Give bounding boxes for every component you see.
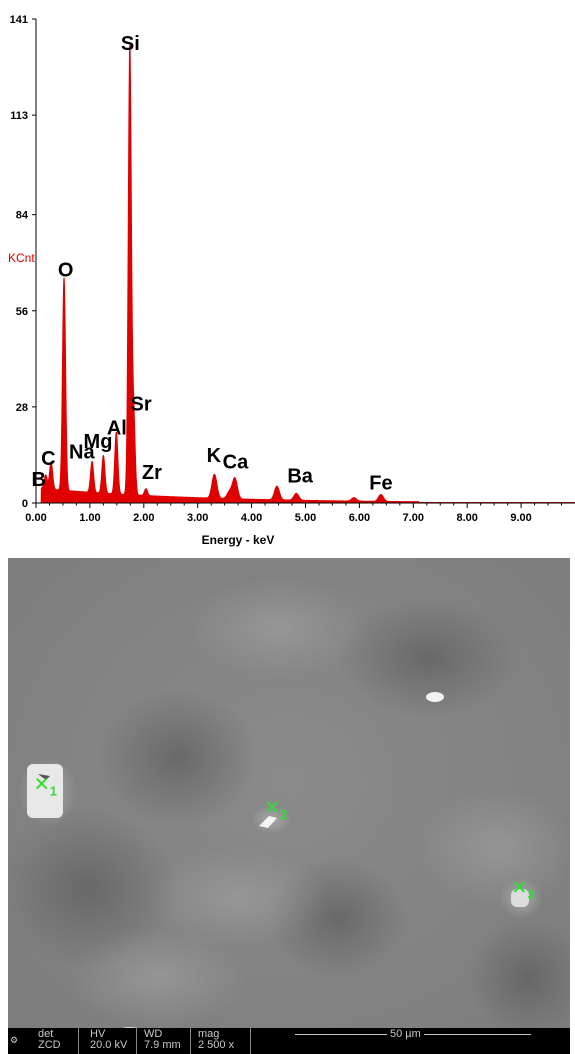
x-tick-label: 5.00 (295, 512, 316, 524)
wd-label: WD (144, 1028, 163, 1040)
peak-label-zr: Zr (142, 462, 162, 484)
x-tick-label: 9.00 (510, 512, 531, 524)
sem-markers: 1 2 3 (36, 777, 535, 902)
marker-cross-icon (513, 881, 526, 893)
peak-label-fe: Fe (369, 472, 392, 494)
sem-databar: ⚙ det ZCD HV 20.0 kV WD 7.9 mm mag 2 500… (8, 1028, 570, 1054)
peak-label-o: O (58, 259, 74, 281)
y-tick-label: 84 (16, 210, 29, 222)
sem-marker-label: 2 (280, 807, 287, 822)
peak-label-si: Si (121, 33, 140, 55)
peak-label-al: Al (107, 417, 127, 439)
x-tick-label: 0.00 (25, 512, 46, 524)
mag-value: 2 500 x (198, 1039, 235, 1051)
sem-micrograph: 1 2 3 ⚙ det ZCD HV 20.0 kV WD 7.9 mm mag 2… (8, 558, 570, 1054)
databar-mag: mag 2 500 x (198, 1029, 234, 1051)
sem-marker-3: 3 (513, 881, 535, 902)
sem-image: 1 2 3 (8, 558, 570, 1054)
det-value: ZCD (38, 1039, 61, 1051)
peak-label-b: B (31, 469, 45, 491)
y-tick-label: 56 (16, 306, 28, 318)
x-tick-label: 6.00 (349, 512, 370, 524)
peak-label-sr: Sr (131, 393, 152, 415)
y-tick-label: 113 (10, 110, 28, 122)
chart-ticks (32, 18, 563, 508)
x-tick-label: 8.00 (456, 512, 477, 524)
databar-wd: WD 7.9 mm (144, 1029, 181, 1051)
sem-marker-label: 1 (50, 784, 57, 799)
hv-label: HV (90, 1028, 106, 1040)
y-tick-label: 28 (16, 402, 28, 414)
databar-logo-icon: ⚙ (10, 1035, 19, 1045)
scale-bar-label: 50 µm (387, 1028, 424, 1040)
det-label: det (38, 1028, 54, 1040)
peak-label-na: Na (69, 441, 95, 463)
peak-label-mg: Mg (84, 431, 113, 453)
scale-bar: 50 µm (250, 1028, 570, 1054)
y-tick-label: 0 (22, 498, 28, 510)
sem-marker-2: 2 (266, 801, 287, 822)
databar-det: det ZCD (38, 1029, 61, 1051)
databar-hv: HV 20.0 kV (90, 1029, 127, 1051)
y-axis-label: KCnt (8, 251, 35, 265)
y-tick-labels: 0 28 56 84 113 141 (10, 14, 29, 510)
x-tick-label: 4.00 (241, 512, 262, 524)
marker-cross-icon (36, 777, 48, 790)
x-tick-label: 3.00 (187, 512, 208, 524)
x-tick-label: 7.00 (403, 512, 424, 524)
peak-label-ca: Ca (223, 452, 249, 474)
peak-label-ba: Ba (287, 465, 313, 487)
x-tick-labels: 0.00 1.00 2.00 3.00 4.00 5.00 6.00 7.00 8.00 9.00 (25, 512, 532, 524)
peak-label-c: C (41, 448, 55, 470)
spectrum-series (36, 44, 575, 504)
x-tick-label: 1.00 (79, 512, 100, 524)
x-tick-label: 2.00 (133, 512, 154, 524)
x-axis-label: Energy - keV (202, 533, 275, 547)
wd-value: 7.9 mm (144, 1039, 181, 1051)
hv-value: 20.0 kV (90, 1039, 128, 1051)
y-tick-label: 141 (10, 14, 28, 26)
sem-marker-label: 3 (527, 887, 534, 902)
mag-label: mag (198, 1028, 220, 1040)
eds-spectrum-chart: 0 28 56 84 113 141 0.00 1.00 2.00 3.00 4.00 5.00 6.… (8, 14, 575, 547)
marker-cross-icon (266, 801, 278, 813)
peak-label-k: K (207, 445, 222, 467)
sem-marker-1: 1 (36, 777, 57, 799)
